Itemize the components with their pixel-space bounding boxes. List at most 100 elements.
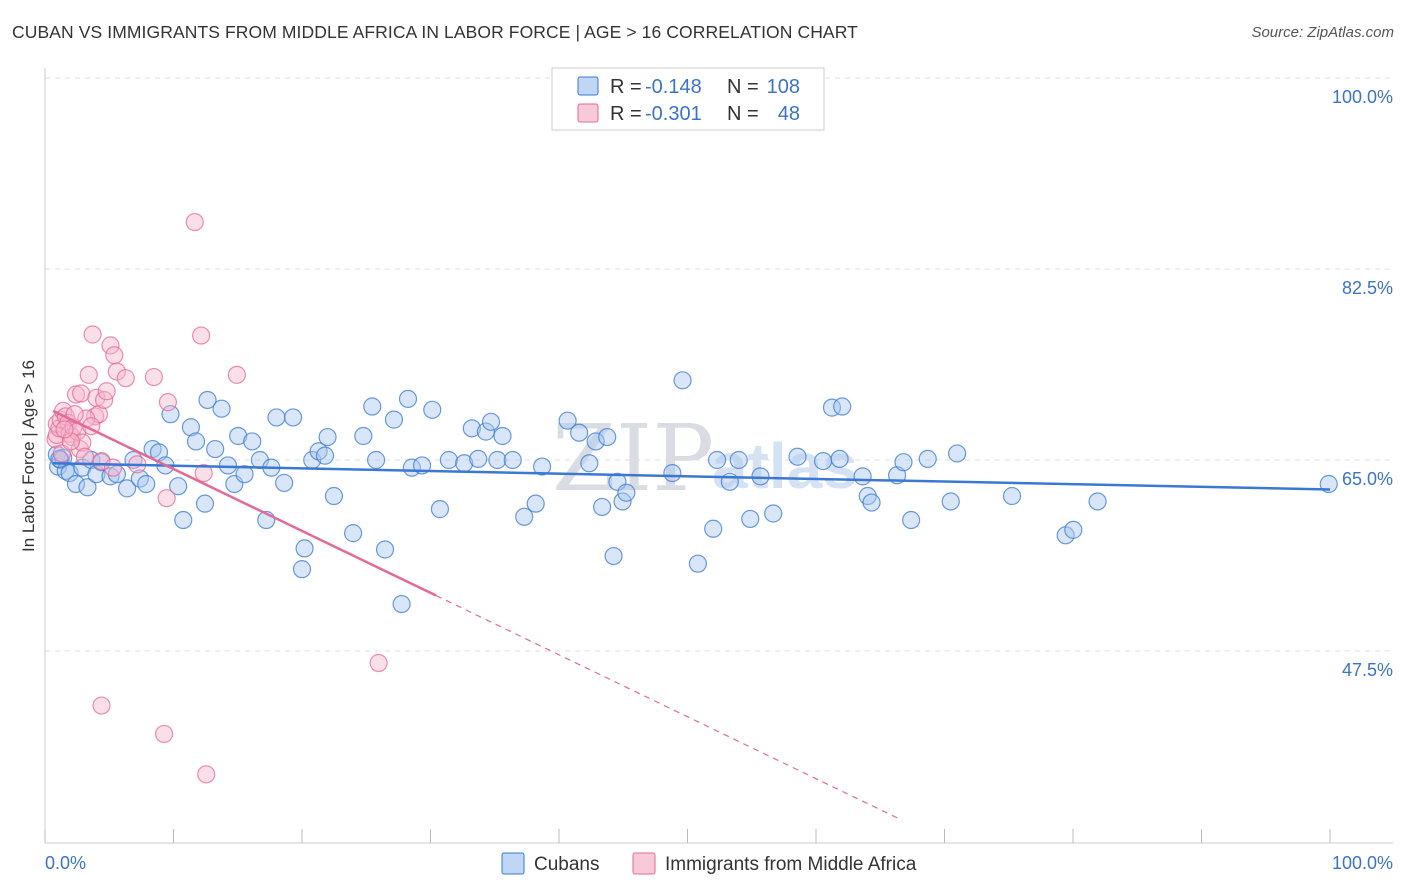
chart-title: CUBAN VS IMMIGRANTS FROM MIDDLE AFRICA I… bbox=[12, 22, 858, 42]
cubans-point bbox=[707, 450, 727, 470]
cubans-point bbox=[398, 389, 418, 408]
cubans-point bbox=[343, 524, 363, 543]
cubans-point bbox=[275, 473, 294, 493]
cubans-point bbox=[181, 418, 201, 437]
middle-africa-point bbox=[194, 463, 213, 483]
cubans-point bbox=[78, 478, 97, 497]
cubans-point bbox=[558, 411, 577, 430]
cubans-point bbox=[195, 494, 215, 513]
bottom-legend-label-middle-africa: Immigrants from Middle Africa bbox=[665, 854, 917, 875]
middle-africa-point bbox=[101, 336, 120, 355]
grid-lines bbox=[45, 77, 1393, 652]
cubans-point bbox=[354, 426, 373, 446]
cubans-point bbox=[673, 371, 692, 390]
cubans-point bbox=[1088, 492, 1107, 511]
cubans-point bbox=[137, 474, 156, 494]
cubans-point bbox=[315, 446, 335, 465]
cubans-point bbox=[593, 497, 612, 517]
cubans-point bbox=[174, 510, 193, 530]
cubans-point bbox=[462, 419, 481, 438]
cubans-point bbox=[243, 432, 262, 451]
middle-africa-point bbox=[79, 365, 98, 384]
cubans-point bbox=[476, 422, 496, 441]
middle-africa-point bbox=[197, 765, 216, 784]
cubans-point bbox=[169, 477, 188, 496]
cubans-point bbox=[384, 410, 404, 429]
x-tick-label-min: 0.0% bbox=[45, 853, 86, 873]
cubans-point bbox=[283, 408, 303, 427]
watermark: ZIP atlas bbox=[552, 405, 858, 512]
cubans-point bbox=[729, 450, 748, 470]
cubans-point bbox=[862, 493, 881, 512]
middle-africa-point bbox=[185, 212, 204, 232]
cubans-point bbox=[212, 399, 231, 418]
series-cubans-points bbox=[47, 371, 1338, 614]
middle-africa-point bbox=[158, 393, 178, 412]
cubans-point bbox=[235, 465, 254, 484]
legend-swatch-middle-africa bbox=[577, 103, 599, 123]
middle-africa-point bbox=[157, 489, 176, 508]
middle-africa-point bbox=[154, 724, 174, 744]
cubans-point bbox=[764, 504, 783, 523]
cubans-point bbox=[206, 439, 225, 459]
middle-africa-point bbox=[97, 382, 116, 401]
cubans-point bbox=[493, 426, 512, 446]
legend-n-value-middle-africa: 48 bbox=[778, 103, 800, 125]
middle-africa-point bbox=[116, 369, 135, 388]
cubans-point bbox=[218, 456, 238, 475]
middle-africa-point bbox=[105, 346, 124, 365]
cubans-point bbox=[948, 444, 967, 463]
cubans-point bbox=[392, 594, 411, 614]
middle-africa-point bbox=[71, 384, 91, 403]
legend-swatch-cubans bbox=[577, 76, 599, 96]
cubans-point bbox=[788, 447, 807, 466]
legend-n-value-cubans: 108 bbox=[767, 76, 800, 98]
cubans-point bbox=[598, 427, 617, 447]
watermark-zip: ZIP bbox=[552, 405, 714, 512]
legend-n-label-middle-africa: N = bbox=[727, 103, 759, 125]
trend-line-middle-africa-extension bbox=[435, 595, 903, 821]
series-legend: Cubans Immigrants from Middle Africa bbox=[501, 852, 917, 875]
bottom-legend-swatch-cubans bbox=[501, 852, 525, 875]
cubans-point bbox=[613, 492, 632, 511]
cubans-point bbox=[853, 467, 872, 486]
middle-africa-point bbox=[55, 420, 74, 439]
x-tick-label-max: 100.0% bbox=[1332, 853, 1393, 873]
bottom-legend-swatch-middle-africa bbox=[632, 852, 656, 875]
cubans-point bbox=[66, 474, 86, 494]
cubans-point bbox=[830, 449, 849, 469]
middle-africa-point bbox=[92, 696, 111, 715]
cubans-point bbox=[423, 400, 442, 419]
legend-n-label-cubans: N = bbox=[727, 76, 759, 98]
legend-r-value-middle-africa: -0.301 bbox=[645, 103, 702, 125]
cubans-point bbox=[430, 500, 450, 519]
cubans-point bbox=[267, 408, 286, 427]
y-tick-label: 65.0% bbox=[1342, 469, 1393, 489]
bottom-legend-label-cubans: Cubans bbox=[534, 854, 600, 875]
series-middle-africa-points bbox=[46, 212, 388, 784]
middle-africa-point bbox=[144, 367, 163, 387]
y-tick-label: 100.0% bbox=[1332, 87, 1393, 107]
watermark-atlas: atlas bbox=[712, 430, 858, 502]
cubans-point bbox=[688, 554, 707, 573]
cubans-point bbox=[363, 397, 382, 416]
middle-africa-point bbox=[227, 365, 246, 384]
middle-africa-point bbox=[83, 325, 102, 344]
cubans-point bbox=[526, 494, 545, 513]
cubans-point bbox=[894, 453, 913, 472]
cubans-point bbox=[503, 450, 522, 470]
cubans-point bbox=[481, 412, 501, 431]
cubans-point bbox=[1002, 486, 1022, 506]
middle-africa-point bbox=[107, 362, 126, 381]
y-axis-title: In Labor Force | Age > 16 bbox=[19, 360, 38, 552]
legend-r-label-middle-africa: R = bbox=[610, 103, 642, 125]
cubans-point bbox=[198, 390, 217, 410]
cubans-point bbox=[902, 510, 921, 530]
cubans-point bbox=[186, 432, 206, 451]
y-tick-label: 47.5% bbox=[1342, 660, 1393, 680]
cubans-point bbox=[918, 449, 937, 469]
cubans-point bbox=[469, 449, 488, 469]
cubans-point bbox=[833, 397, 852, 416]
cubans-point bbox=[741, 509, 760, 529]
